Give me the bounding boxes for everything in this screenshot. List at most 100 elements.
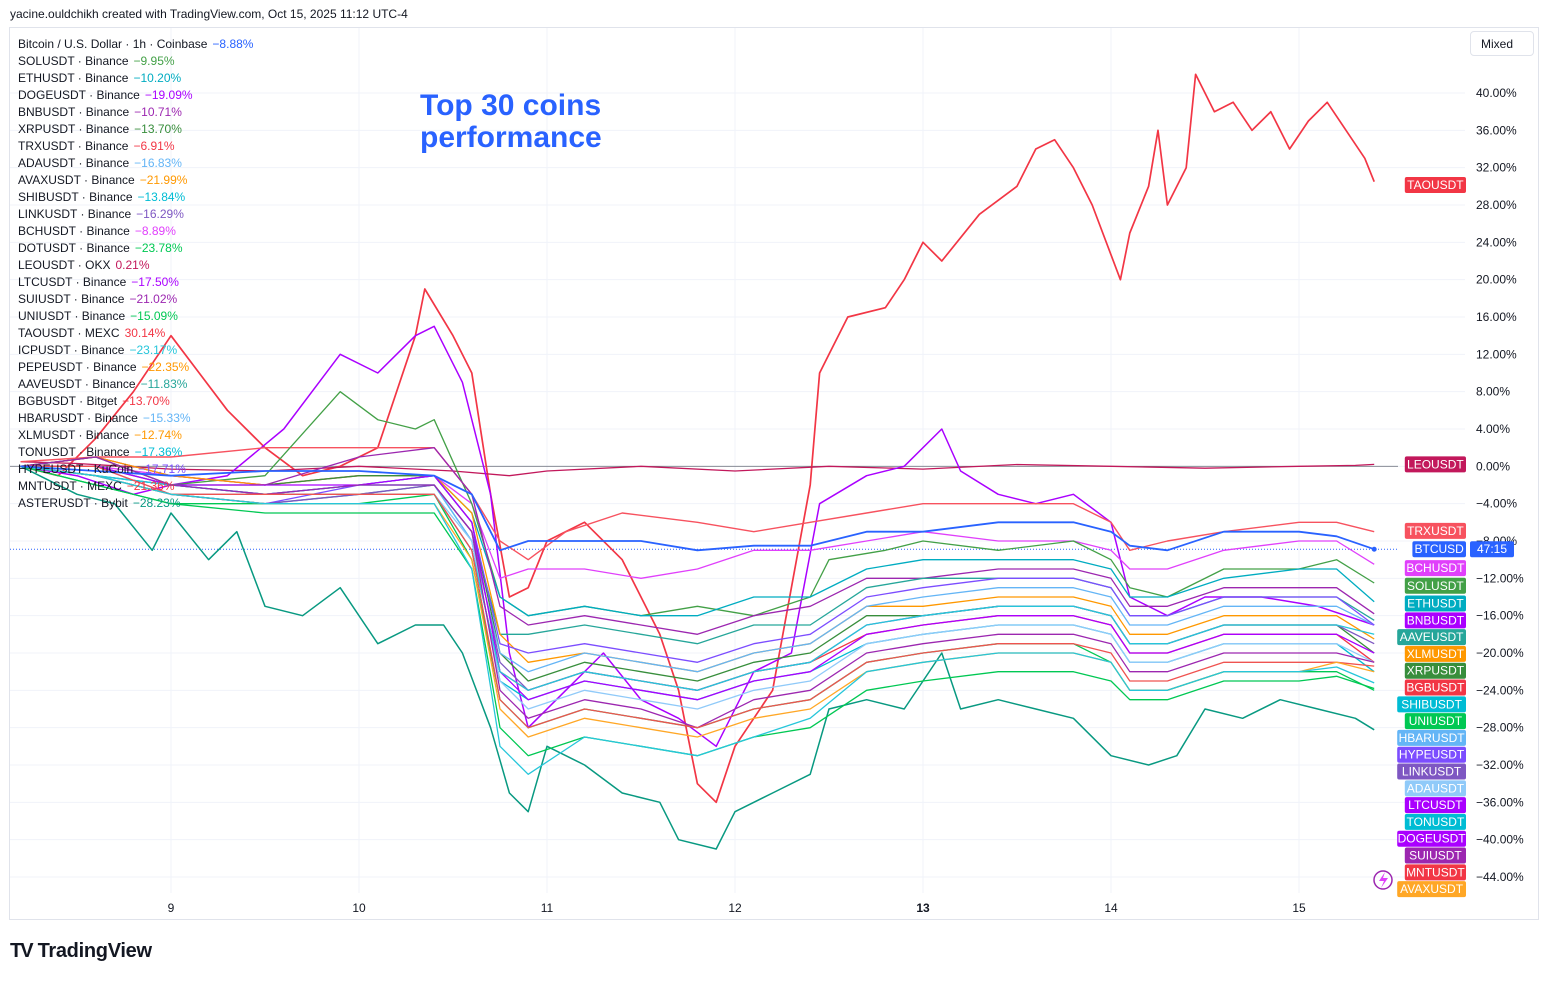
y-tick-label: 0.00% bbox=[1476, 459, 1510, 473]
price-tag-suiusdt[interactable]: SUIUSDT bbox=[1404, 847, 1466, 864]
price-tag-label: HYPEUSDT bbox=[1399, 748, 1465, 762]
legend-row[interactable]: LINKUSDT · Binance −16.29% bbox=[18, 206, 253, 223]
price-tag-shibusdt[interactable]: SHIBUSDT bbox=[1397, 696, 1466, 713]
legend-row[interactable]: UNIUSDT · Binance −15.09% bbox=[18, 308, 253, 325]
series-line-taousdt[interactable] bbox=[20, 73, 1375, 804]
price-tag-hbarusdt[interactable]: HBARUSDT bbox=[1397, 729, 1466, 746]
price-tag-bg bbox=[1412, 541, 1466, 558]
legend-symbol: ASTERUSDT · Bybit bbox=[18, 496, 128, 510]
legend-row[interactable]: ASTERUSDT · Bybit −28.23% bbox=[18, 495, 253, 512]
price-tag-bg bbox=[1404, 595, 1466, 612]
price-tag-leousdt[interactable]: LEOUSDT bbox=[1404, 456, 1466, 473]
price-tag-bchusdt[interactable]: BCHUSDT bbox=[1404, 560, 1466, 577]
y-tick-label: 36.00% bbox=[1476, 123, 1517, 137]
price-tag-ltcusdt[interactable]: LTCUSDT bbox=[1404, 797, 1466, 814]
x-tick-label: 15 bbox=[1292, 901, 1306, 915]
legend-row[interactable]: AAVEUSDT · Binance −11.83% bbox=[18, 376, 253, 393]
legend-row[interactable]: TRXUSDT · Binance −6.91% bbox=[18, 138, 253, 155]
legend-change: −17.50% bbox=[131, 275, 179, 289]
series-line-leousdt[interactable] bbox=[20, 461, 1375, 477]
legend-row[interactable]: ICPUSDT · Binance −23.17% bbox=[18, 342, 253, 359]
legend-row[interactable]: TAOUSDT · MEXC 30.14% bbox=[18, 325, 253, 342]
legend-row[interactable]: BNBUSDT · Binance −10.71% bbox=[18, 104, 253, 121]
legend-row[interactable]: ETHUSDT · Binance −10.20% bbox=[18, 70, 253, 87]
series-line-asterusdt[interactable] bbox=[20, 465, 1375, 850]
x-tick-label: 14 bbox=[1104, 901, 1118, 915]
y-tick-label: 12.00% bbox=[1476, 347, 1517, 361]
price-tag-label: AVAXUSDT bbox=[1400, 882, 1464, 896]
legend-row[interactable]: SHIBUSDT · Binance −13.84% bbox=[18, 189, 253, 206]
series-line-bnbusdt[interactable] bbox=[20, 447, 1375, 635]
price-tag-label: ADAUSDT bbox=[1407, 781, 1465, 795]
price-tag-taousdt[interactable]: TAOUSDT bbox=[1404, 177, 1466, 194]
legend-row[interactable]: MNTUSDT · MEXC −21.36% bbox=[18, 478, 253, 495]
legend-symbol: BGBUSDT · Bitget bbox=[18, 394, 118, 408]
legend-symbol: MNTUSDT · MEXC bbox=[18, 479, 122, 493]
series-lines bbox=[20, 73, 1377, 850]
legend-row[interactable]: SOLUSDT · Binance −9.95% bbox=[18, 53, 253, 70]
price-tag-aaveusdt[interactable]: AAVEUSDT bbox=[1397, 629, 1466, 646]
alert-bolt-icon[interactable] bbox=[1373, 870, 1393, 890]
price-tag-xlmusdt[interactable]: XLMUSDT bbox=[1404, 645, 1466, 662]
price-tag-solusdt[interactable]: SOLUSDT bbox=[1404, 577, 1466, 594]
price-tag-adausdt[interactable]: ADAUSDT bbox=[1404, 780, 1466, 797]
legend-symbol: Bitcoin / U.S. Dollar · 1h · Coinbase bbox=[18, 37, 208, 51]
legend-row[interactable]: PEPEUSDT · Binance −22.35% bbox=[18, 359, 253, 376]
price-tag-label: SHIBUSDT bbox=[1401, 697, 1462, 711]
series-line-btcusd[interactable] bbox=[20, 465, 1375, 552]
price-tag-label: XRPUSDT bbox=[1407, 664, 1465, 678]
price-tag-trxusdt[interactable]: TRXUSDT bbox=[1404, 522, 1466, 539]
price-tag-uniusdt[interactable]: UNIUSDT bbox=[1404, 713, 1466, 730]
price-tag-bnbusdt[interactable]: BNBUSDT bbox=[1404, 612, 1466, 629]
legend-row[interactable]: HBARUSDT · Binance −15.33% bbox=[18, 410, 253, 427]
price-tag-mntusdt[interactable]: MNTUSDT bbox=[1404, 864, 1466, 881]
legend-row[interactable]: BGBUSDT · Bitget −13.70% bbox=[18, 393, 253, 410]
legend-row[interactable]: AVAXUSDT · Binance −21.99% bbox=[18, 172, 253, 189]
price-tag-hypeusdt[interactable]: HYPEUSDT bbox=[1397, 746, 1466, 763]
legend-symbol: SHIBUSDT · Binance bbox=[18, 190, 133, 204]
price-tag-ethusdt[interactable]: ETHUSDT bbox=[1404, 595, 1466, 612]
legend-change: −16.29% bbox=[136, 207, 184, 221]
legend-row[interactable]: HYPEUSDT · KuCoin −17.71% bbox=[18, 461, 253, 478]
price-tag-bg bbox=[1404, 522, 1466, 539]
series-line-solusdt[interactable] bbox=[20, 391, 1375, 617]
legend-row[interactable]: XLMUSDT · Binance −12.74% bbox=[18, 427, 253, 444]
price-tag-bg bbox=[1404, 780, 1466, 797]
legend-row[interactable]: BCHUSDT · Binance −8.89% bbox=[18, 223, 253, 240]
price-tag-label: LEOUSDT bbox=[1407, 457, 1464, 471]
legend-symbol: DOTUSDT · Binance bbox=[18, 241, 130, 255]
legend-row[interactable]: SUIUSDT · Binance −21.02% bbox=[18, 291, 253, 308]
price-tag-linkusdt[interactable]: LINKUSDT bbox=[1397, 763, 1466, 780]
legend-row[interactable]: ADAUSDT · Binance −16.83% bbox=[18, 155, 253, 172]
y-tick-label: 40.00% bbox=[1476, 86, 1517, 100]
tradingview-logo[interactable]: TV TradingView bbox=[10, 940, 152, 962]
countdown-bg bbox=[1470, 541, 1514, 558]
price-tag-bgbusdt[interactable]: BGBUSDT bbox=[1404, 679, 1466, 696]
price-tag-tonusdt[interactable]: TONUSDT bbox=[1404, 813, 1466, 830]
legend-change: −13.84% bbox=[137, 190, 186, 204]
series-line-mntusdt[interactable] bbox=[20, 465, 1375, 729]
legend-row[interactable]: Bitcoin / U.S. Dollar · 1h · Coinbase −8.… bbox=[18, 36, 253, 53]
series-line-unlabeled[interactable] bbox=[20, 465, 1375, 775]
legend-row[interactable]: LEOUSDT · OKX 0.21% bbox=[18, 257, 253, 274]
legend-row[interactable]: LTCUSDT · Binance −17.50% bbox=[18, 274, 253, 291]
tradingview-logo-icon: TV bbox=[10, 939, 34, 962]
price-tags: TAOUSDT LEOUSDT TRXUSDT BTCUSD 47:15 BCHUSDT S… bbox=[1373, 177, 1514, 898]
legend-row[interactable]: DOGEUSDT · Binance −19.09% bbox=[18, 87, 253, 104]
price-tag-dogeusdt[interactable]: DOGEUSDT bbox=[1397, 830, 1466, 847]
price-tag-avaxusdt[interactable]: AVAXUSDT bbox=[1397, 881, 1466, 898]
price-tag-btcusd[interactable]: BTCUSD bbox=[1412, 541, 1466, 558]
price-tag-xrpusdt[interactable]: XRPUSDT bbox=[1404, 662, 1466, 679]
price-tag-label: AAVEUSDT bbox=[1400, 630, 1464, 644]
x-tick-label: 11 bbox=[541, 901, 554, 915]
legend-row[interactable]: DOTUSDT · Binance −23.78% bbox=[18, 240, 253, 257]
legend-symbol: TONUSDT · Binance bbox=[18, 445, 130, 459]
series-line-trxusdt[interactable] bbox=[20, 447, 1375, 561]
scale-mode-button[interactable]: Mixed bbox=[1470, 31, 1534, 56]
legend-row[interactable]: XRPUSDT · Binance −13.70% bbox=[18, 121, 253, 138]
legend-row[interactable]: TONUSDT · Binance −17.36% bbox=[18, 444, 253, 461]
legend-symbol: PEPEUSDT · Binance bbox=[18, 360, 137, 374]
legend-change: −12.74% bbox=[134, 428, 182, 442]
series-line-dogeusdt[interactable] bbox=[20, 456, 1375, 729]
